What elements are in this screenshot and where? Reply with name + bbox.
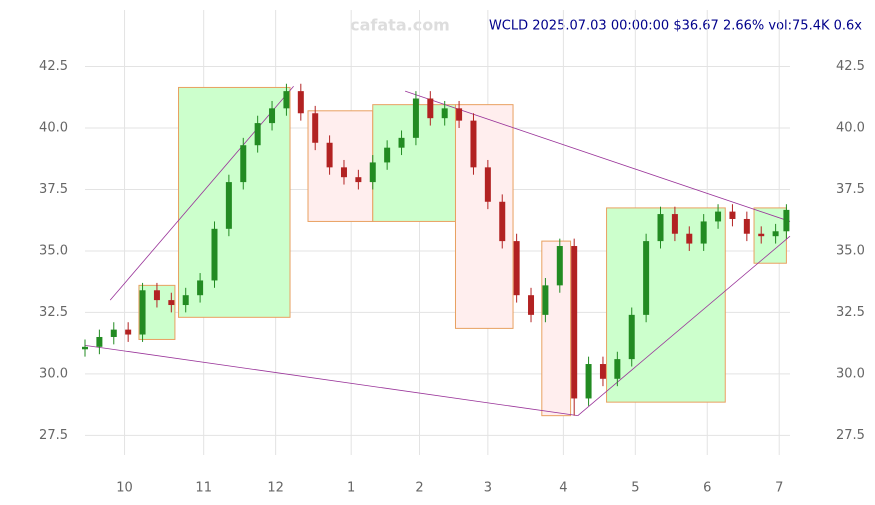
- candle-body: [599, 364, 606, 379]
- candle-body: [283, 91, 290, 109]
- y-tick-label-right: 30.0: [836, 366, 865, 381]
- y-tick-label-right: 32.5: [836, 305, 865, 320]
- candle-body: [772, 231, 779, 237]
- y-tick-label: 32.5: [39, 305, 68, 320]
- candle-body: [168, 300, 175, 306]
- x-tick-label: 10: [116, 481, 133, 496]
- zone: [178, 86, 291, 318]
- trendline: [84, 344, 578, 417]
- x-tick-label: 3: [484, 481, 492, 496]
- candle-body: [110, 329, 117, 337]
- candle-body: [700, 221, 707, 244]
- x-tick-label: 5: [631, 481, 639, 496]
- candle-body: [139, 290, 146, 335]
- candle-body: [340, 167, 347, 178]
- candle-body: [125, 329, 132, 335]
- zone: [307, 110, 374, 222]
- candle-body: [513, 241, 520, 296]
- candle-body: [211, 228, 218, 281]
- candle-body: [355, 177, 362, 183]
- candle-body: [671, 214, 678, 234]
- candle-body: [182, 295, 189, 306]
- candle-body: [197, 280, 204, 296]
- candle-body: [225, 182, 232, 229]
- y-tick-label: 30.0: [39, 366, 68, 381]
- x-tick-label: 6: [703, 481, 711, 496]
- watermark: cafata.com: [350, 16, 450, 35]
- candle-body: [783, 209, 790, 232]
- candle-body: [643, 241, 650, 315]
- candle-body: [470, 120, 477, 168]
- candle-body: [743, 218, 750, 234]
- x-tick-label: 7: [775, 481, 783, 496]
- y-tick-label-right: 40.0: [836, 121, 865, 136]
- candle-body: [715, 211, 722, 222]
- y-tick-label-right: 27.5: [836, 428, 865, 443]
- candle-body: [427, 98, 434, 119]
- candle-body: [384, 147, 391, 163]
- candle-body: [628, 314, 635, 360]
- candle-body: [614, 359, 621, 379]
- y-tick-label-right: 35.0: [836, 243, 865, 258]
- candle-body: [412, 98, 419, 138]
- x-tick-label: 1: [347, 481, 355, 496]
- trendline: [577, 235, 791, 416]
- candle-body: [254, 123, 261, 146]
- candle-body: [571, 246, 578, 399]
- y-tick-label: 35.0: [39, 243, 68, 258]
- candle-body: [312, 113, 319, 143]
- candle-body: [556, 246, 563, 286]
- trendline: [404, 90, 791, 222]
- candle-body: [153, 290, 160, 301]
- candle-body: [585, 364, 592, 399]
- trendline: [109, 85, 294, 301]
- candle-body: [240, 145, 247, 183]
- candle-body: [297, 91, 304, 114]
- candle-body: [269, 108, 276, 124]
- candle-body: [758, 233, 765, 237]
- y-tick-label: 37.5: [39, 182, 68, 197]
- candle-body: [528, 295, 535, 315]
- y-tick-label: 27.5: [39, 428, 68, 443]
- x-tick-label: 11: [195, 481, 212, 496]
- candle-body: [686, 233, 693, 244]
- y-tick-label-right: 42.5: [836, 59, 865, 74]
- candle-body: [441, 108, 448, 119]
- x-tick-label: 4: [559, 481, 567, 496]
- candle-body: [96, 336, 103, 347]
- candle-body: [729, 211, 736, 219]
- candle-body: [82, 346, 88, 350]
- zone: [541, 240, 572, 417]
- y-tick-label-right: 37.5: [836, 182, 865, 197]
- y-tick-label: 42.5: [39, 59, 68, 74]
- candle-body: [657, 214, 664, 242]
- candle-body: [542, 285, 549, 315]
- zone: [606, 207, 726, 403]
- x-tick-label: 12: [267, 481, 284, 496]
- candle-body: [369, 162, 376, 183]
- candle-body: [456, 108, 463, 121]
- candle-body: [499, 201, 506, 242]
- candle-body: [484, 167, 491, 202]
- candle-body: [398, 137, 405, 148]
- candle-body: [326, 142, 333, 168]
- y-tick-label: 40.0: [39, 121, 68, 136]
- chart-title: WCLD 2025.07.03 00:00:00 $36.67 2.66% vo…: [489, 19, 862, 34]
- x-tick-label: 2: [415, 481, 423, 496]
